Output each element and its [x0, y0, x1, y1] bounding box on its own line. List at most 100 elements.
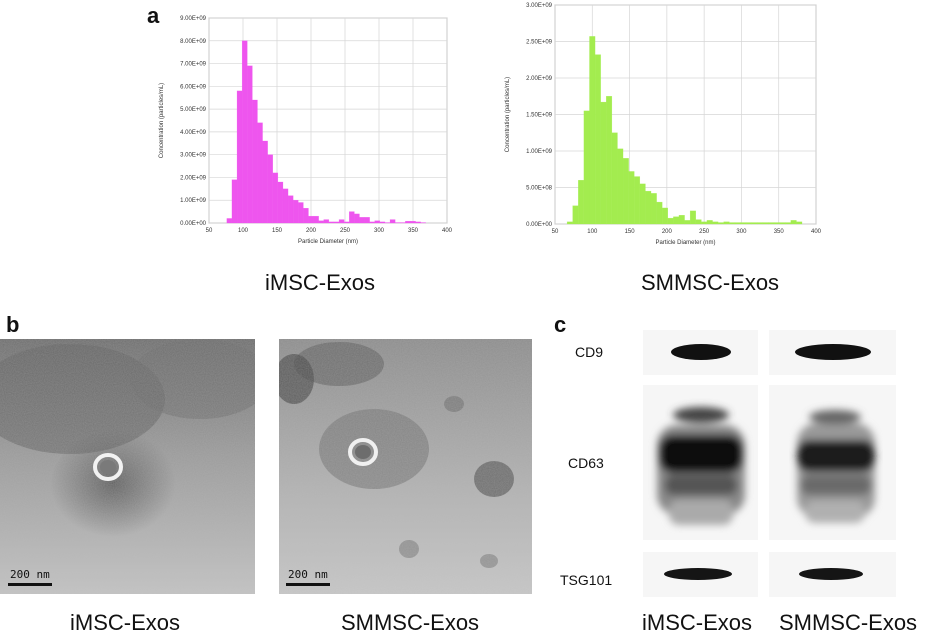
histogram-bar	[740, 222, 747, 225]
histogram-bar	[600, 101, 607, 225]
wb-cd9-imsc	[643, 330, 758, 375]
histogram-bar	[338, 219, 345, 224]
histogram-bar	[628, 171, 635, 225]
histogram-bar	[650, 193, 657, 225]
histogram-bar	[701, 221, 708, 225]
histogram-bar	[717, 222, 724, 225]
x-tick-label: 150	[272, 228, 283, 234]
histogram-bar	[267, 154, 273, 224]
x-tick-label: 50	[552, 229, 559, 235]
caption-chart-smmsc: SMMSC-Exos	[640, 270, 780, 295]
y-tick-label: 9.00E+09	[180, 16, 207, 22]
histogram-bar	[343, 221, 350, 224]
histogram-bar	[292, 200, 299, 224]
histogram-bar	[622, 158, 629, 225]
histogram-bar	[328, 221, 335, 224]
y-axis-label: Concentration (particles/mL)	[159, 83, 165, 158]
y-tick-label: 2.00E+09	[180, 175, 207, 181]
x-tick-label: 300	[374, 228, 385, 234]
x-tick-label: 350	[774, 229, 785, 235]
x-tick-label: 100	[587, 229, 598, 235]
histogram-bar	[785, 222, 792, 225]
histogram-bar	[734, 222, 741, 225]
x-axis-label: Particle Diameter (nm)	[655, 240, 715, 246]
histogram-bar	[349, 211, 355, 224]
histogram-bar	[729, 222, 736, 225]
scalebar-imsc	[8, 583, 52, 586]
histogram-bar	[257, 122, 263, 224]
x-tick-label: 300	[736, 229, 747, 235]
y-tick-label: 0.00E+00	[526, 222, 553, 228]
histogram-bar	[684, 220, 691, 225]
y-tick-label: 5.00E+08	[526, 186, 553, 192]
histogram-bar	[762, 222, 769, 225]
x-tick-label: 200	[306, 228, 317, 234]
histogram-bar	[298, 202, 304, 224]
y-tick-label: 1.00E+09	[180, 198, 207, 204]
y-tick-label: 7.00E+09	[180, 62, 207, 68]
histogram-bar	[796, 221, 803, 225]
histogram-bar	[773, 222, 780, 225]
wb-cd63-imsc	[643, 385, 758, 540]
y-tick-label: 0.00E+00	[180, 221, 207, 227]
histogram-bar	[578, 179, 585, 225]
histogram-bar	[757, 222, 764, 225]
histogram-bar	[318, 220, 324, 224]
histogram-bar	[287, 195, 294, 224]
histogram-bar	[712, 221, 719, 225]
wb-label-cd63: CD63	[568, 455, 604, 471]
wb-cd63-smmsc	[769, 385, 896, 540]
x-tick-label: 400	[442, 228, 453, 234]
histogram-bar	[723, 221, 730, 225]
histogram-imsc: 0.00E+00 1.00E+09 2.00E+09 3.00E+09 4.00E+09…	[159, 16, 453, 245]
histogram-bar	[606, 96, 613, 225]
histogram-bar	[611, 132, 618, 225]
y-tick-label: 1.50E+09	[526, 113, 553, 119]
x-tick-label: 50	[206, 228, 213, 234]
y-tick-label: 3.00E+09	[526, 3, 553, 9]
histogram-bar	[277, 181, 284, 224]
scalebar-label-smmsc: 200 nm	[288, 568, 328, 581]
caption-em-imsc: iMSC-Exos	[69, 610, 180, 635]
histogram-bar	[745, 222, 752, 225]
y-axis-label: Concentration (particles/mL)	[505, 77, 511, 152]
panel-letter-a: a	[147, 3, 160, 28]
y-tick-label: 5.00E+09	[180, 107, 207, 113]
caption-chart-imsc: iMSC-Exos	[264, 270, 375, 295]
histogram-bar	[272, 172, 279, 224]
x-tick-label: 200	[662, 229, 673, 235]
wb-tsg101-smmsc	[769, 552, 896, 597]
em-image-smmsc: 200 nm	[279, 339, 532, 594]
histogram-bar	[594, 54, 601, 225]
y-tick-label: 6.00E+09	[180, 84, 207, 90]
histogram-bar	[364, 217, 370, 224]
histogram-smmsc: 0.00E+00 5.00E+08 1.00E+09 1.50E+09 2.00E+09…	[505, 3, 822, 246]
x-tick-label: 400	[811, 229, 822, 235]
y-tick-label: 3.00E+09	[180, 153, 207, 159]
wb-tsg101-imsc	[643, 552, 758, 597]
histogram-bar	[689, 210, 696, 225]
histogram-bar	[313, 215, 319, 224]
caption-em-smmsc: SMMSC-Exos	[340, 610, 480, 635]
panel-letter-b: b	[6, 312, 20, 337]
caption-wb-smmsc: SMMSC-Exos	[778, 610, 918, 635]
histogram-bar	[617, 148, 624, 225]
em-image-imsc: 200 nm	[0, 339, 255, 594]
histogram-bar	[359, 217, 365, 224]
panel-letter-c: c	[554, 312, 567, 337]
histogram-bar	[410, 220, 416, 224]
histogram-bar	[634, 176, 641, 225]
x-tick-label: 100	[238, 228, 249, 234]
histogram-bar	[226, 218, 233, 224]
histogram-bar	[303, 207, 309, 224]
histogram-bar	[231, 179, 238, 224]
histogram-bar	[768, 222, 775, 225]
histogram-bar	[374, 220, 381, 224]
histogram-bar	[656, 201, 663, 225]
histogram-bar	[751, 222, 758, 225]
y-tick-label: 2.50E+09	[526, 40, 553, 46]
histogram-bar	[308, 215, 314, 224]
histogram-bar	[252, 99, 258, 224]
histogram-bar	[241, 40, 248, 224]
y-tick-label: 8.00E+09	[180, 39, 207, 45]
